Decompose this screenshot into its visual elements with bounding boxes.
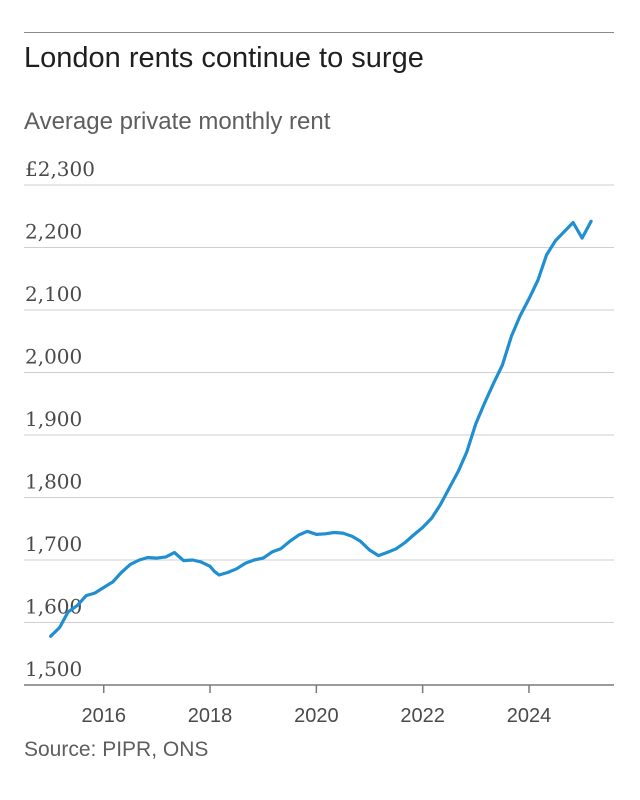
series-layer [48, 219, 593, 638]
chart-title: London rents continue to surge [24, 42, 424, 74]
y-tick-label: 1,600 [25, 595, 82, 619]
y-tick-label: £2,300 [25, 157, 95, 181]
y-tick-label: 1,700 [25, 532, 82, 556]
y-tick-label: 2,000 [25, 345, 82, 369]
x-tick-label: 2020 [294, 705, 339, 727]
grid-layer [24, 184, 614, 693]
series-line-rent [48, 219, 593, 638]
x-tick-label: 2018 [188, 705, 233, 727]
y-tick-label: 1,800 [25, 470, 82, 494]
y-axis-labels: 1,500 1,600 1,700 1,800 1,900 2,000 2,100 2,200… [25, 157, 95, 681]
x-axis-labels: 2016 2018 2020 2022 2024 [81, 705, 551, 727]
y-tick-label: 2,200 [25, 220, 82, 244]
y-tick-label: 2,100 [25, 282, 82, 306]
y-tick-label: 1,900 [25, 407, 82, 431]
x-tick-label: 2024 [507, 705, 552, 727]
y-tick-label: 1,500 [25, 657, 82, 681]
source-note: Source: PIPR, ONS [24, 738, 209, 761]
x-tick-label: 2022 [400, 705, 445, 727]
x-tick-label: 2016 [81, 705, 126, 727]
top-rule [24, 32, 614, 33]
chart-subtitle: Average private monthly rent [24, 108, 331, 135]
